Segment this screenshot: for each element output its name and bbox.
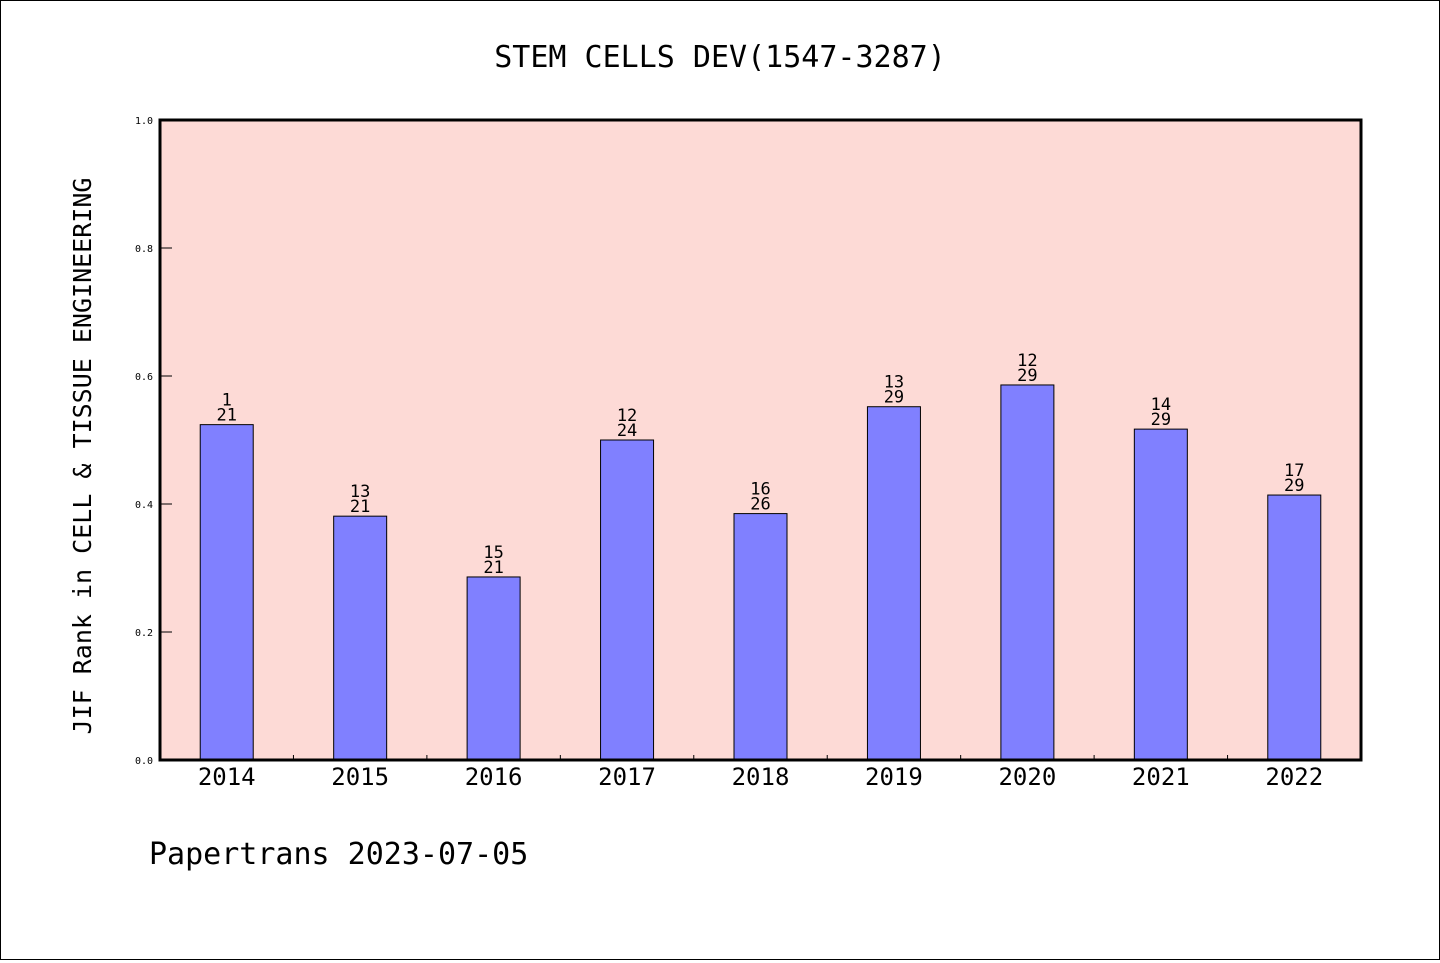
x-tick-label-2017: 2017 [598, 763, 656, 791]
bar-total-label-2015: 21 [350, 497, 370, 517]
bar-total-label-2018: 26 [750, 495, 770, 515]
x-tick-label-2020: 2020 [998, 763, 1056, 791]
x-tick-label-2021: 2021 [1132, 763, 1190, 791]
x-tick-label-2022: 2022 [1265, 763, 1323, 791]
x-tick-label-2019: 2019 [865, 763, 923, 791]
bar-total-label-2014: 21 [216, 406, 236, 426]
y-tick-label: 1.0 [135, 116, 153, 127]
bar-2014 [199, 424, 254, 761]
x-tick-label-2018: 2018 [732, 763, 790, 791]
bar-rank-label-2021: 14 [1151, 395, 1171, 415]
y-axis-label: JIF Rank in CELL & TISSUE ENGINEERING [68, 178, 97, 735]
bar-total-label-2020: 29 [1017, 366, 1037, 386]
bar-2018 [733, 513, 788, 761]
y-tick-label: 0.4 [135, 500, 153, 511]
chart-title: STEM CELLS DEV(1547-3287) [494, 40, 946, 75]
bar-2020 [1000, 384, 1055, 761]
bar-total-label-2017: 24 [617, 421, 637, 441]
bar-2017 [600, 439, 655, 761]
bar-rank-label-2016: 15 [483, 543, 503, 563]
bar-total-label-2022: 29 [1284, 476, 1304, 496]
bar-2015 [333, 515, 388, 761]
bar-rank-label-2018: 16 [750, 480, 770, 500]
y-tick-label: 0.0 [135, 756, 153, 767]
x-tick-label-2016: 2016 [465, 763, 523, 791]
bar-2022 [1267, 494, 1322, 761]
footer-text: Papertrans 2023-07-05 [149, 837, 528, 872]
bar-rank-label-2020: 12 [1017, 351, 1037, 371]
bar-rank-label-2014: 1 [222, 391, 232, 411]
y-tick-label: 0.6 [135, 372, 153, 383]
x-tick-label-2015: 2015 [331, 763, 389, 791]
y-tick-label: 0.8 [135, 244, 153, 255]
bar-2021 [1133, 428, 1188, 761]
plot-frame [158, 118, 1363, 762]
y-tick-label: 0.2 [135, 628, 153, 639]
bar-2019 [866, 406, 921, 761]
bar-rank-label-2022: 17 [1284, 461, 1304, 481]
x-tick-label-2014: 2014 [198, 763, 256, 791]
bar-total-label-2019: 29 [884, 388, 904, 408]
bar-total-label-2016: 21 [483, 558, 503, 578]
bars-group [199, 384, 1322, 761]
bar-rank-label-2015: 13 [350, 482, 370, 502]
bar-total-label-2021: 29 [1151, 410, 1171, 430]
bar-rank-label-2019: 13 [884, 373, 904, 393]
bar-2016 [466, 576, 521, 761]
x-ticks-group: 2014 2015 2016 2017 2018 2019 2020 2021 2022 [198, 755, 1323, 791]
bar-rank-label-2017: 12 [617, 406, 637, 426]
